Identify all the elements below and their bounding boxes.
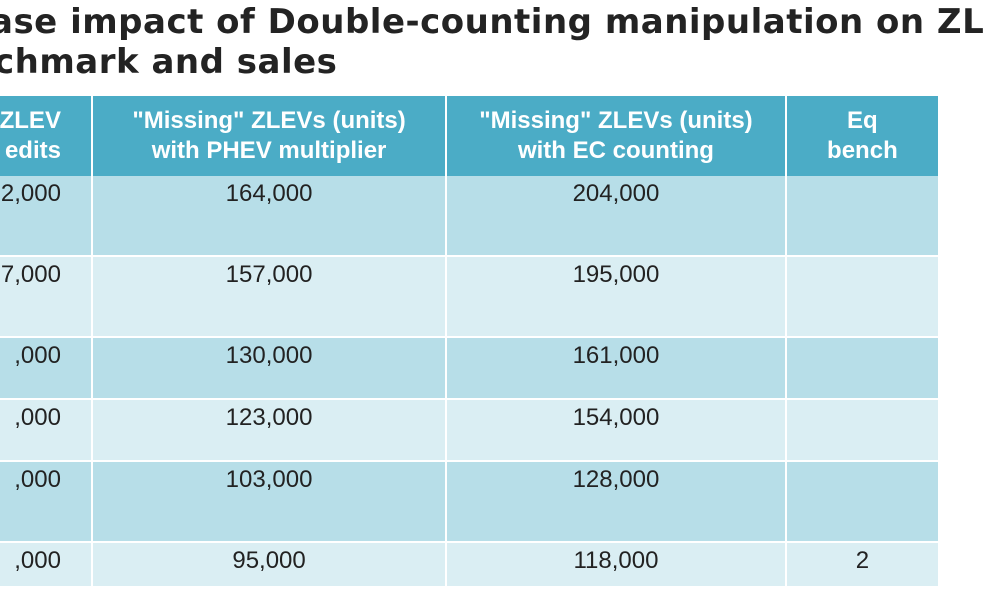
table-cell: 7,000 [0,256,93,338]
title-line-1: ase impact of Double-counting manipulati… [0,2,985,42]
table-cell [785,176,941,257]
column-header-line: bench [827,137,898,164]
table-cell [785,461,941,543]
table-row: 7,000 157,000 195,000 [0,256,941,338]
table-cell: 204,000 [446,176,787,257]
column-header-line: "Missing" ZLEVs (units) [479,107,753,134]
table-cell: ,000 [0,399,93,462]
table-cell: 95,000 [91,542,448,586]
title-line-2: chmark and sales [0,42,338,82]
table-cell: 2 [785,542,941,586]
column-header-line: with EC counting [517,137,714,164]
table-cell: 2,000 [0,176,93,257]
table-cell: ,000 [0,461,93,543]
column-header: Eq bench [785,96,941,176]
table-cell: 157,000 [91,256,448,338]
table-cell: 130,000 [91,337,448,400]
table-row: 2,000 164,000 204,000 [0,176,941,257]
slide-title: ase impact of Double-counting manipulati… [0,0,1000,92]
table-cell: 195,000 [446,256,787,338]
table-cell [785,337,941,400]
table-cell: 118,000 [446,542,787,586]
table-cell: 164,000 [91,176,448,257]
data-table: a ZLEV edits "Missing" ZLEVs (units) wit… [0,96,941,586]
data-table-container: a ZLEV edits "Missing" ZLEVs (units) wit… [0,96,1000,586]
column-header-line: a ZLEV [0,107,61,134]
table-cell: 103,000 [91,461,448,543]
column-header-line: edits [4,137,61,164]
table-row: ,000 95,000 118,000 2 [0,542,941,586]
table-cell [785,256,941,338]
table-cell: 161,000 [446,337,787,400]
column-header-line: "Missing" ZLEVs (units) [132,107,406,134]
column-header: "Missing" ZLEVs (units) with PHEV multip… [91,96,448,176]
table-cell: ,000 [0,337,93,400]
column-header-line: Eq [847,107,878,134]
table-cell: ,000 [0,542,93,586]
table-cell: 123,000 [91,399,448,462]
column-header: a ZLEV edits [0,96,93,176]
header-row: a ZLEV edits "Missing" ZLEVs (units) wit… [0,96,941,176]
table-cell: 154,000 [446,399,787,462]
table-cell: 128,000 [446,461,787,543]
table-cell [785,399,941,462]
table-row: ,000 103,000 128,000 [0,461,941,543]
table-row: ,000 123,000 154,000 [0,399,941,462]
table-row: ,000 130,000 161,000 [0,337,941,400]
column-header: "Missing" ZLEVs (units) with EC counting [446,96,787,176]
column-header-line: with PHEV multiplier [151,137,387,164]
